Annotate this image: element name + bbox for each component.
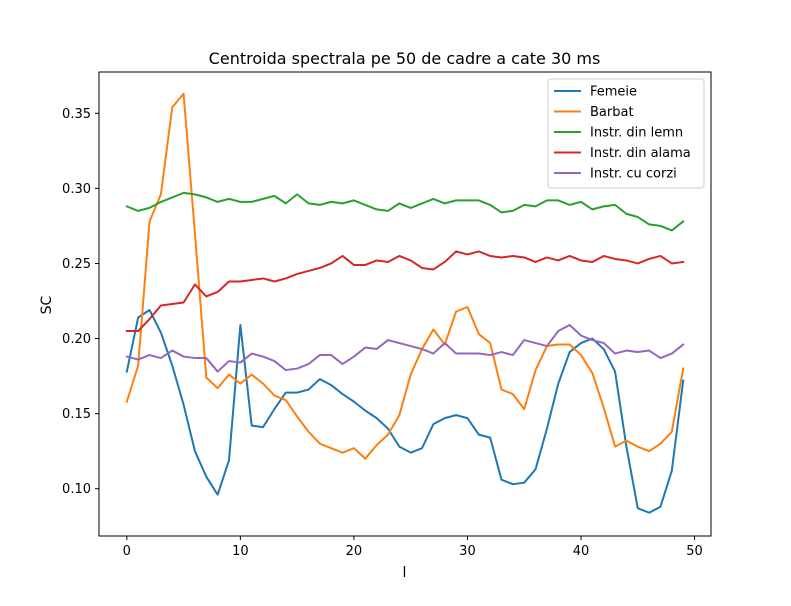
x-tick-label: 50 [686,544,703,559]
series-line-5 [125,324,685,373]
plot-area: 0 10 20 30 40 50 0.10 0.15 0.20 0.25 0.30 0.35 [62,71,712,559]
x-axis-label: l [403,565,407,581]
legend-label-4: Instr. din alama [590,146,691,161]
series-line-2 [125,92,685,460]
y-tick-label: 0.10 [62,482,91,497]
series-line-3 [125,191,685,232]
series-line-4 [125,250,685,333]
legend-label-5: Instr. cu corzi [590,167,677,182]
x-tick-label: 0 [123,544,131,559]
legend-label-3: Instr. din lemn [590,126,683,141]
y-tick-label: 0.25 [62,257,91,272]
axes-frame [98,71,712,537]
y-tick-label: 0.20 [62,332,91,347]
legend: Femeie Barbat Instr. din lemn Instr. din al… [547,78,705,189]
x-tick-label: 40 [573,544,590,559]
x-tick-label: 10 [232,544,249,559]
y-axis-label: SC [39,295,55,314]
legend-label-1: Femeie [590,85,637,100]
y-tick-label: 0.35 [62,107,91,122]
x-tick-label: 20 [346,544,363,559]
legend-label-2: Barbat [590,105,634,120]
y-tick-label: 0.15 [62,407,91,422]
chart-title: Centroida spectrala pe 50 de cadre a cat… [209,49,601,68]
y-tick-label: 0.30 [62,182,91,197]
legend-box [547,78,705,189]
x-tick-label: 30 [459,544,476,559]
